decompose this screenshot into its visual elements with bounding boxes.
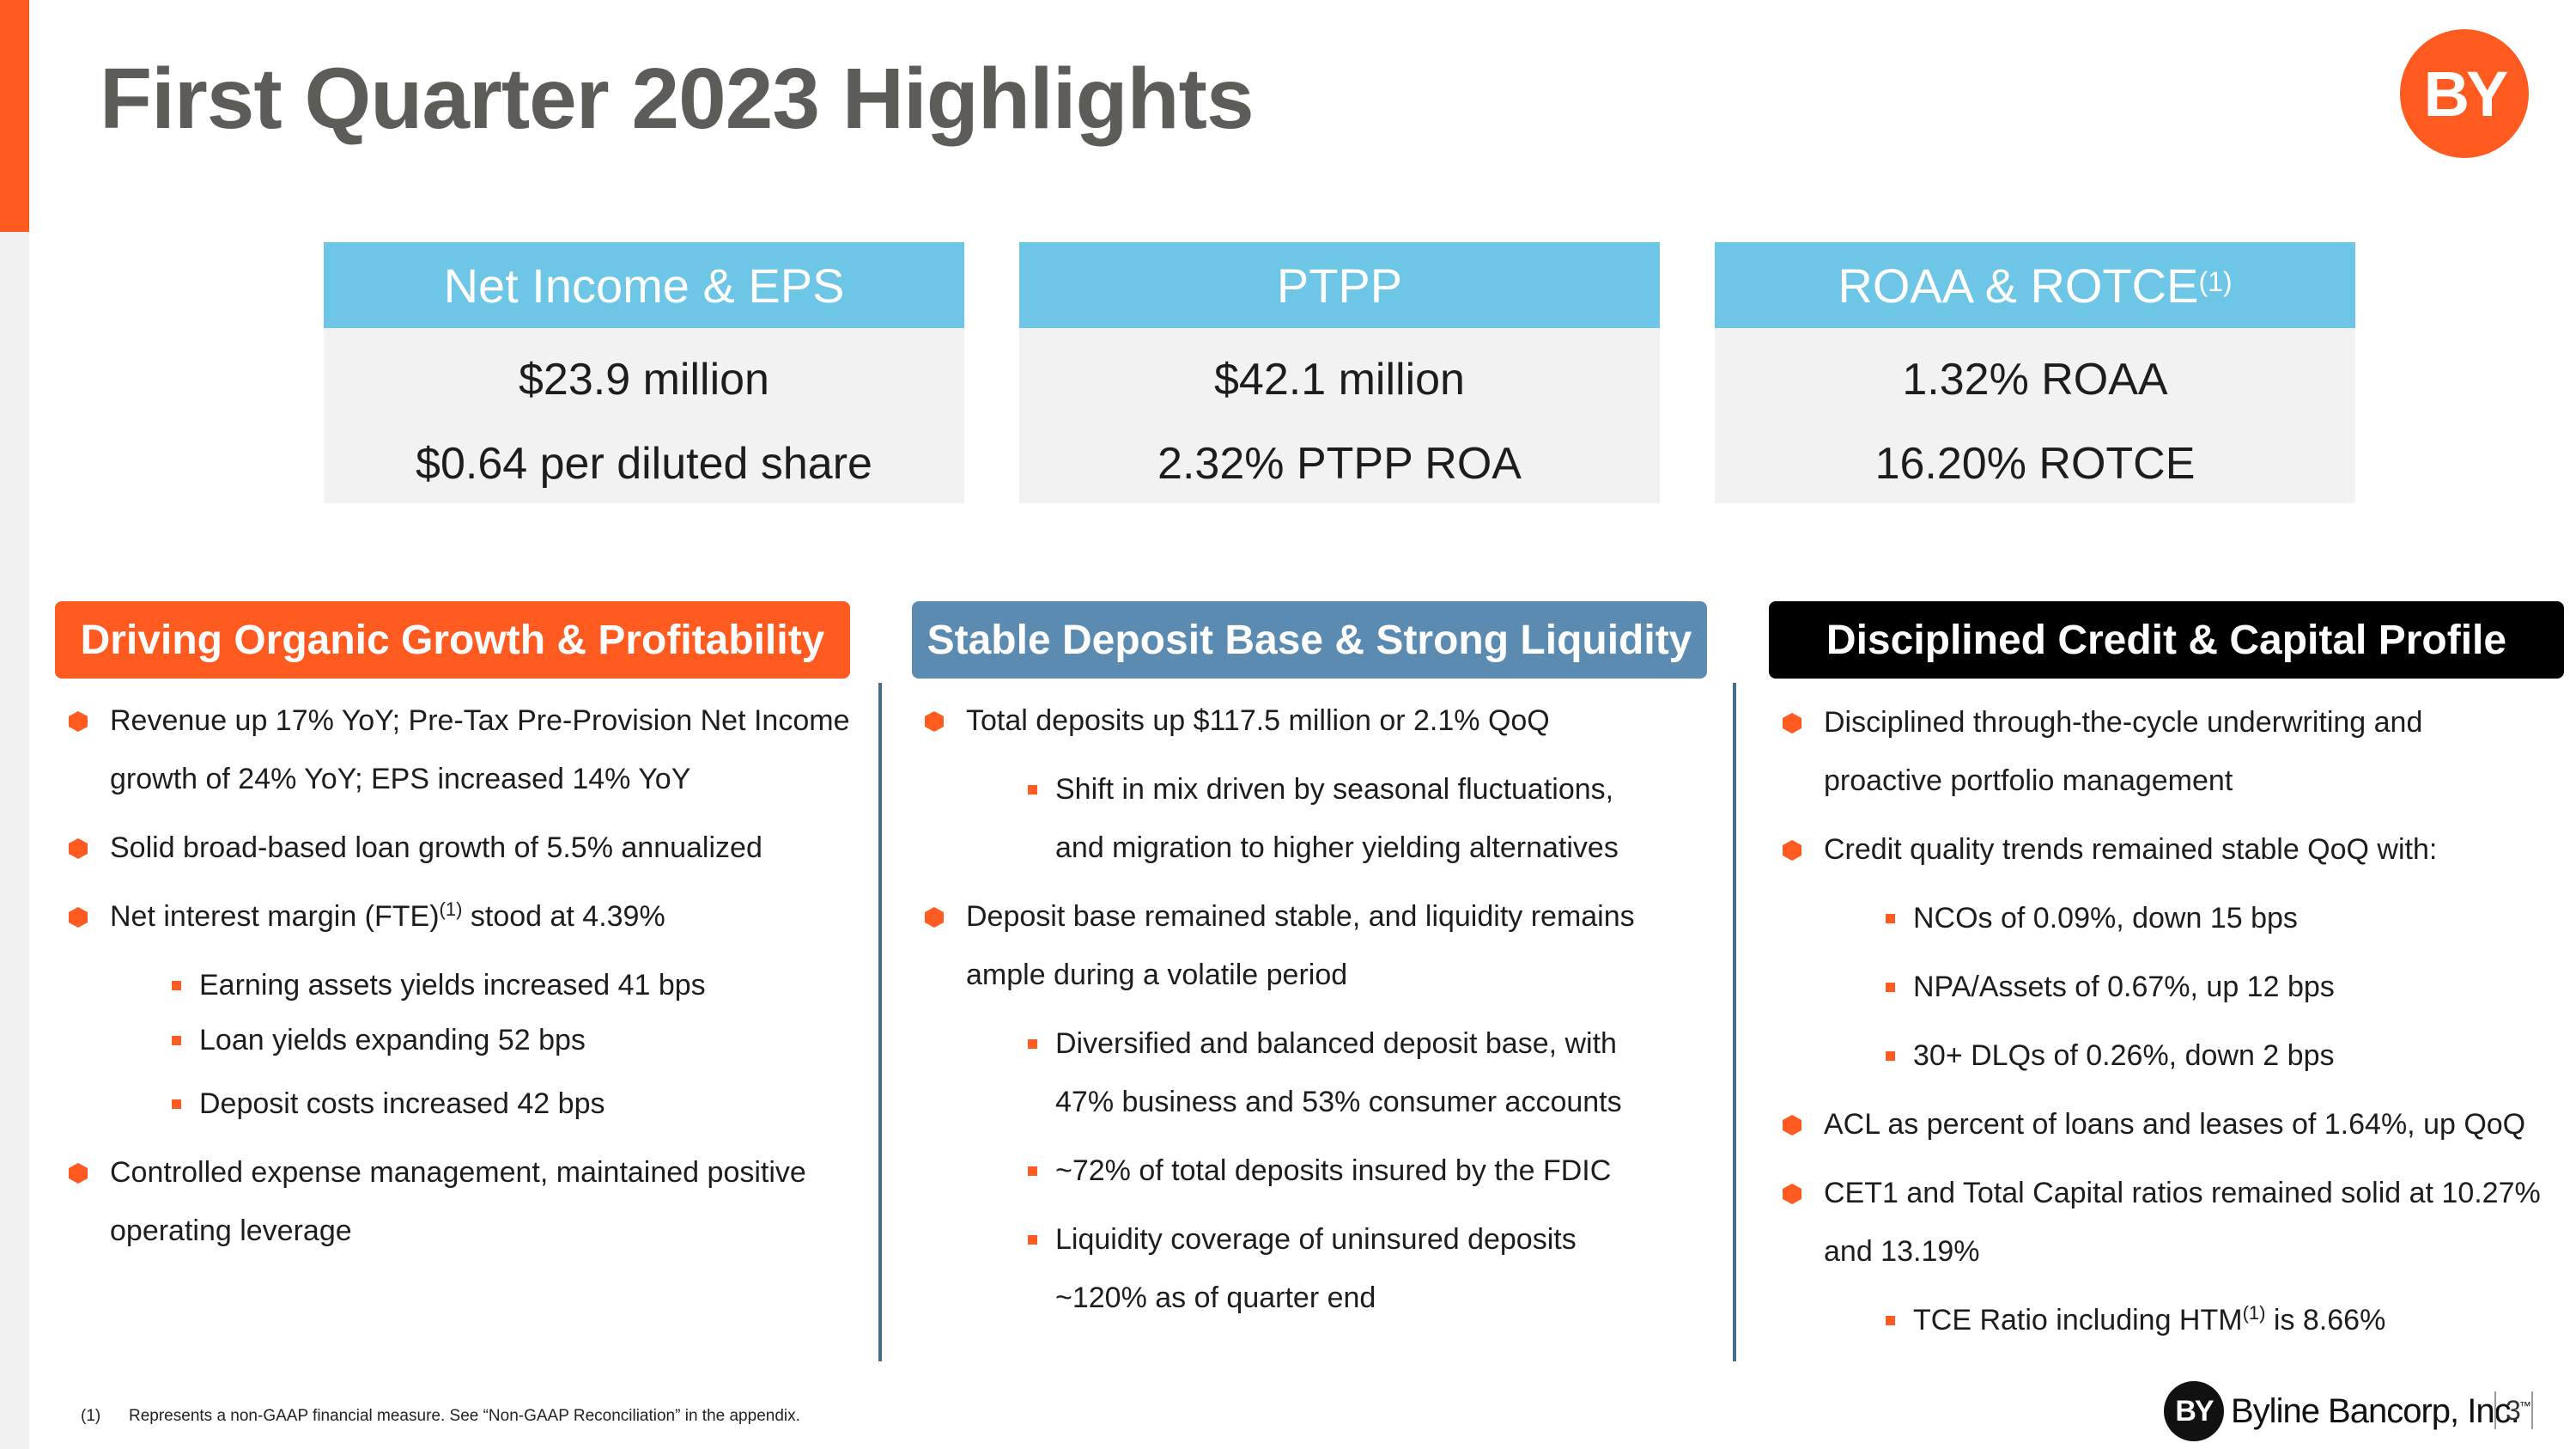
footnote-number: (1): [81, 1407, 101, 1425]
bullet-text-continued: ample during a volatile period: [966, 959, 1348, 991]
hexagon-bullet-icon: [69, 711, 88, 732]
bullet-text: Controlled expense management, maintaine…: [110, 1156, 806, 1189]
bullet-text: Shift in mix driven by seasonal fluctuat…: [1055, 773, 1614, 806]
bullet-text-continued: growth of 24% YoY; EPS increased 14% YoY: [110, 763, 691, 795]
bullet-text: NCOs of 0.09%, down 15 bps: [1913, 902, 2298, 935]
bullet-text: Deposit costs increased 42 bps: [199, 1087, 605, 1120]
left-edge-bar: [0, 0, 29, 1449]
square-bullet-icon: [1886, 983, 1895, 992]
bullet-text: Disciplined through-the-cycle underwriti…: [1824, 706, 2423, 739]
bullet-text: Net interest margin (FTE)(1) stood at 4.…: [110, 898, 665, 934]
section-title: Driving Organic Growth & Profitability: [80, 617, 825, 663]
bullet-text-continued: operating leverage: [110, 1215, 352, 1247]
square-bullet-icon: [172, 1036, 181, 1045]
footer-logo-text: BY: [2175, 1394, 2214, 1428]
hexagon-bullet-icon: [69, 838, 88, 859]
kpi-net-income-eps: Net Income & EPS $23.9 million $0.64 per…: [324, 242, 964, 503]
trademark-mark: ™: [2518, 1398, 2531, 1413]
square-bullet-icon: [1028, 1166, 1037, 1176]
section-title: Disciplined Credit & Capital Profile: [1826, 617, 2507, 663]
bullet-text-continued: and migration to higher yielding alterna…: [1055, 831, 1619, 864]
bullet-text: Credit quality trends remained stable Qo…: [1824, 833, 2438, 866]
kpi-value-primary: $42.1 million: [1214, 355, 1465, 405]
kpi-roaa-rotce: ROAA & ROTCE (1) 1.32% ROAA 16.20% ROTCE: [1715, 242, 2355, 503]
bullet-text-continued: ~120% as of quarter end: [1055, 1282, 1376, 1314]
square-bullet-icon: [172, 1099, 181, 1109]
hexagon-bullet-icon: [925, 907, 944, 928]
kpi-value-secondary: 16.20% ROTCE: [1874, 439, 2196, 489]
square-bullet-icon: [172, 981, 181, 990]
bullet-text: 30+ DLQs of 0.26%, down 2 bps: [1913, 1039, 2335, 1072]
hexagon-bullet-icon: [1783, 713, 1801, 734]
footnote: (1) Represents a non-GAAP financial measu…: [81, 1407, 800, 1426]
bullet-text-part: TCE Ratio including HTM: [1913, 1304, 2243, 1336]
bullet-text: Total deposits up $117.5 million or 2.1%…: [966, 704, 1550, 737]
kpi-header: ROAA & ROTCE (1): [1715, 242, 2355, 328]
hexagon-bullet-icon: [1783, 1184, 1801, 1204]
byline-logo: BY: [2400, 29, 2529, 158]
bullet-text: NPA/Assets of 0.67%, up 12 bps: [1913, 971, 2335, 1003]
bullet-text-part: is 8.66%: [2265, 1304, 2386, 1336]
left-accent-bar: [0, 0, 29, 232]
bullet-text-continued: proactive portfolio management: [1824, 764, 2233, 797]
bullet-text-part: stood at 4.39%: [462, 900, 665, 933]
bullet-text: ~72% of total deposits insured by the FD…: [1055, 1154, 1612, 1187]
bullet-text: Earning assets yields increased 41 bps: [199, 969, 706, 1002]
footnote-marker: (1): [2242, 1302, 2266, 1324]
kpi-value-secondary: $0.64 per diluted share: [416, 439, 872, 489]
footer-separator: [2494, 1391, 2496, 1429]
kpi-title-footnote-marker: (1): [2198, 265, 2233, 297]
page-title: First Quarter 2023 Highlights: [100, 51, 1255, 147]
square-bullet-icon: [1028, 785, 1037, 795]
bullet-text: Deposit base remained stable, and liquid…: [966, 900, 1635, 933]
bullet-text: Diversified and balanced deposit base, w…: [1055, 1027, 1617, 1060]
hexagon-bullet-icon: [925, 711, 944, 732]
hexagon-bullet-icon: [69, 1163, 88, 1184]
footnote-marker: (1): [439, 898, 463, 920]
brand-text: Byline Bancorp, Inc.: [2231, 1392, 2520, 1430]
kpi-value-primary: 1.32% ROAA: [1902, 355, 2168, 405]
bullet-text-continued: 47% business and 53% consumer accounts: [1055, 1086, 1622, 1118]
square-bullet-icon: [1028, 1235, 1037, 1245]
hexagon-bullet-icon: [1783, 840, 1801, 861]
bullet-text: CET1 and Total Capital ratios remained s…: [1824, 1177, 2541, 1209]
column-divider: [878, 683, 882, 1361]
bullet-text-continued: and 13.19%: [1824, 1235, 1980, 1268]
kpi-title: Net Income & EPS: [443, 258, 845, 313]
kpi-header: Net Income & EPS: [324, 242, 964, 328]
bullet-text-part: Net interest margin (FTE): [110, 900, 440, 933]
footer-separator: [2531, 1391, 2533, 1429]
page-number: 3: [2506, 1395, 2521, 1426]
logo-text: BY: [2423, 58, 2509, 130]
square-bullet-icon: [1886, 1051, 1895, 1061]
square-bullet-icon: [1886, 1316, 1895, 1325]
section-header-deposit-liquidity: Stable Deposit Base & Strong Liquidity: [912, 601, 1707, 679]
bullet-text: ACL as percent of loans and leases of 1.…: [1824, 1108, 2526, 1141]
bullet-text: Loan yields expanding 52 bps: [199, 1024, 586, 1056]
bullet-text: TCE Ratio including HTM(1) is 8.66%: [1913, 1302, 2386, 1337]
bullet-text: Solid broad-based loan growth of 5.5% an…: [110, 831, 762, 864]
kpi-title: PTPP: [1276, 258, 1403, 313]
kpi-value-secondary: 2.32% PTPP ROA: [1157, 439, 1522, 489]
kpi-title: ROAA & ROTCE: [1838, 258, 2199, 313]
footnote-text: Represents a non-GAAP financial measure.…: [129, 1407, 800, 1425]
hexagon-bullet-icon: [1783, 1115, 1801, 1135]
kpi-header: PTPP: [1019, 242, 1660, 328]
footer-brand-name: Byline Bancorp, Inc.™: [2231, 1392, 2531, 1431]
section-header-organic-growth: Driving Organic Growth & Profitability: [55, 601, 850, 679]
kpi-value-primary: $23.9 million: [519, 355, 769, 405]
bullet-text: Liquidity coverage of uninsured deposits: [1055, 1223, 1577, 1256]
hexagon-bullet-icon: [69, 907, 88, 928]
square-bullet-icon: [1886, 914, 1895, 923]
section-header-credit-capital: Disciplined Credit & Capital Profile: [1769, 601, 2564, 679]
column-divider: [1733, 683, 1736, 1361]
kpi-ptpp: PTPP $42.1 million 2.32% PTPP ROA: [1019, 242, 1660, 503]
square-bullet-icon: [1028, 1039, 1037, 1049]
bullet-text: Revenue up 17% YoY; Pre-Tax Pre-Provisio…: [110, 704, 850, 737]
footer-logo: BY: [2164, 1381, 2224, 1441]
section-title: Stable Deposit Base & Strong Liquidity: [927, 617, 1692, 663]
